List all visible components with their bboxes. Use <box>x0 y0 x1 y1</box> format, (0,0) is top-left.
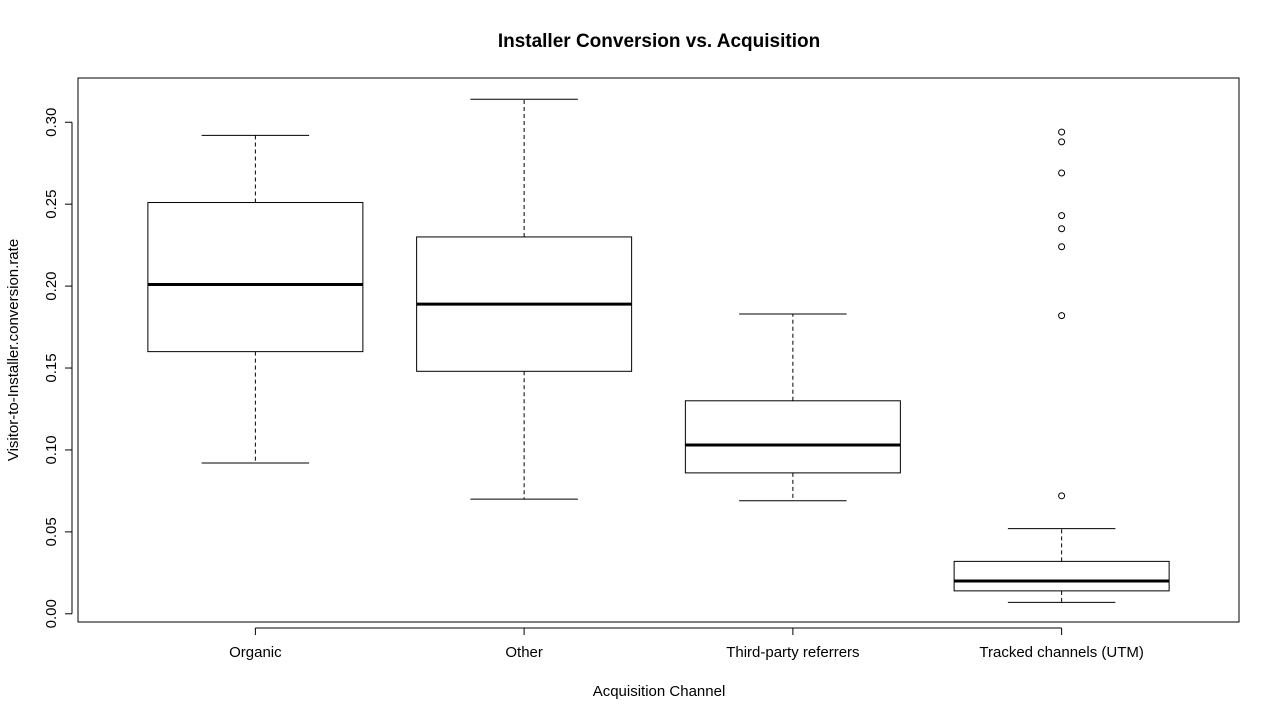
x-axis-label: Acquisition Channel <box>593 683 726 700</box>
iqr-box <box>684 400 901 474</box>
outlier-point <box>1058 128 1066 136</box>
chart-title: Installer Conversion vs. Acquisition <box>498 31 820 52</box>
iqr-box <box>953 560 1170 592</box>
y-tick-label: 0.00 <box>43 599 60 628</box>
plot-frame <box>77 77 1240 623</box>
y-tick-label: 0.10 <box>43 435 60 464</box>
y-tick-label: 0.20 <box>43 271 60 300</box>
y-tick-label: 0.30 <box>43 108 60 137</box>
outlier-point <box>1058 169 1066 177</box>
y-tick-label: 0.05 <box>43 517 60 546</box>
x-tick-label: Tracked channels (UTM) <box>979 644 1144 661</box>
x-tick-label: Organic <box>229 644 282 661</box>
outlier-point <box>1058 225 1066 233</box>
x-tick-label: Other <box>505 644 543 661</box>
x-tick-label: Third-party referrers <box>726 644 859 661</box>
outlier-point <box>1058 138 1066 146</box>
box-tracked-channels-utm <box>953 128 1170 603</box>
outlier-point <box>1058 243 1066 251</box>
y-axis: 0.00 0.05 0.10 0.15 0.20 0.25 0.30 <box>43 108 73 628</box>
y-axis-label: Visitor-to-Installer.conversion.rate <box>5 239 22 461</box>
boxes-group <box>147 98 1170 603</box>
outlier-point <box>1058 212 1066 220</box>
outlier-point <box>1058 492 1066 500</box>
box-other <box>416 98 633 500</box>
outlier-point <box>1058 312 1066 320</box>
x-axis: Organic Other Third-party referrers Tracked… <box>229 627 1144 661</box>
iqr-box <box>147 202 364 353</box>
box-organic <box>147 134 364 464</box>
y-tick-label: 0.15 <box>43 353 60 382</box>
box-third-party-referrers <box>684 313 901 502</box>
y-tick-label: 0.25 <box>43 190 60 219</box>
